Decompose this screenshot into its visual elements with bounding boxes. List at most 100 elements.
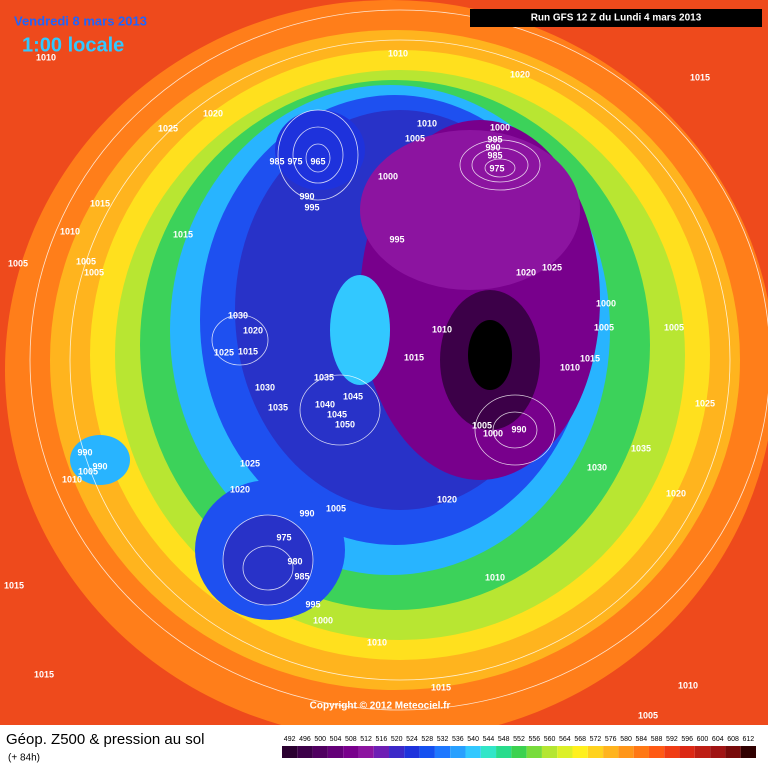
isobar-label: 1035 [268,402,288,412]
isobar-label: 1010 [388,48,408,58]
isobar-label: 1005 [472,420,492,430]
isobar-label: 1030 [255,382,275,392]
isobar-label: 1025 [542,262,562,272]
colorbar-swatch [725,746,741,758]
isobar-label: 1000 [313,615,333,625]
colorbar-label: 572 [590,736,602,743]
colorbar-label: 568 [574,736,586,743]
geopotential-field [5,0,768,740]
colorbar-label: 536 [452,736,464,743]
isobar-label: 1015 [404,352,424,362]
isobar-label: 980 [287,556,302,566]
forecast-date: Vendredi 8 mars 2013 [14,13,147,28]
isobar-label: 1010 [560,362,580,372]
colorbar-swatch [297,746,313,758]
isobar-label: 1035 [631,443,651,453]
colorbar-label: 548 [498,736,510,743]
colorbar-swatch [327,746,344,758]
isobar-label: 1005 [84,267,104,277]
isobar-label: 1010 [432,324,452,334]
isobar-label: 975 [489,163,504,173]
colorbar-swatch [434,746,451,758]
isobar-label: 1025 [214,347,234,357]
colorbar-label: 556 [528,736,540,743]
colorbar-label: 508 [345,736,357,743]
colorbar-swatch [541,746,558,758]
colorbar-swatch [603,746,619,758]
isobar-label: 1000 [483,428,503,438]
isobar-label: 985 [269,156,284,166]
colorbar-label: 600 [697,736,709,743]
isobar-label: 1005 [638,710,658,720]
isobar-label: 1015 [4,580,24,590]
isobar-label: 1010 [417,118,437,128]
colorbar-swatch [526,746,542,758]
isobar-label: 1020 [516,267,536,277]
isobar-label: 990 [299,508,314,518]
isobar-label: 1010 [60,226,80,236]
isobar-label: 1035 [314,372,334,382]
isobar-label: 975 [276,532,291,542]
colorbar-swatch [480,746,497,758]
colorbar-label: 504 [330,736,342,743]
colorbar-label: 604 [712,736,724,743]
colorbar-swatch [587,746,604,758]
isobar-label: 1005 [664,322,684,332]
isobar-label: 1010 [485,572,505,582]
colorbar-label: 492 [284,736,296,743]
isobar-label: 1020 [437,494,457,504]
isobar-label: 1005 [326,503,346,513]
isobar-label: 1015 [173,229,193,239]
copyright: Copyright © 2012 Meteociel.fr [310,701,451,712]
isobar-label: 990 [299,191,314,201]
isobar-label: 1000 [596,298,616,308]
isobar-label: 1015 [238,346,258,356]
isobar-label: 1030 [587,462,607,472]
isobar-label: 1000 [490,122,510,132]
run-box [470,9,762,27]
isobar-label: 990 [92,461,107,471]
colorbar-label: 544 [483,736,495,743]
colorbar-swatch [282,746,298,758]
colorbar-swatch [373,746,390,758]
colorbar-label: 520 [391,736,403,743]
isobar-label: 995 [389,234,404,244]
isobar-label: 1005 [594,322,614,332]
colorbar-label: 532 [437,736,449,743]
isobar-label: 1000 [378,171,398,181]
colorbar-label: 580 [620,736,632,743]
forecast-time: 1:00 locale [22,34,124,56]
colorbar-swatch [633,746,649,758]
colorbar-swatch [389,746,405,758]
isobar-label: 990 [511,424,526,434]
colorbar-swatch [710,746,726,758]
isobar-label: 1045 [327,409,347,419]
isobar-label: 1050 [335,419,355,429]
run-info: Run GFS 12 Z du Lundi 4 mars 2013 [531,13,702,24]
isobar-label: 1010 [678,680,698,690]
isobar-label: 1010 [367,637,387,647]
colorbar-label: 512 [360,736,372,743]
colorbar-label: 500 [314,736,326,743]
colorbar-label: 612 [743,736,755,743]
colorbar-swatch [740,746,756,758]
isobar-label: 1045 [343,391,363,401]
isobar-label: 995 [487,134,502,144]
colorbar-label: 592 [666,736,678,743]
isobar-label: 1030 [228,310,248,320]
isobar-label: 1005 [8,258,28,268]
colorbar-swatch [419,746,435,758]
colorbar-label: 528 [421,736,433,743]
isobar-label: 1015 [690,72,710,82]
isobar-label: 985 [294,571,309,581]
colorbar-swatch [358,746,374,758]
colorbar-swatch [511,746,527,758]
isobar-label: 965 [310,156,325,166]
colorbar-swatch [679,746,695,758]
footer-title: Géop. Z500 & pression au sol [6,731,204,748]
colorbar-swatch [450,746,466,758]
isobar-label: 1010 [36,52,56,62]
isobar-label: 975 [287,156,302,166]
isobar-label: 1025 [695,398,715,408]
colorbar-label: 588 [651,736,663,743]
